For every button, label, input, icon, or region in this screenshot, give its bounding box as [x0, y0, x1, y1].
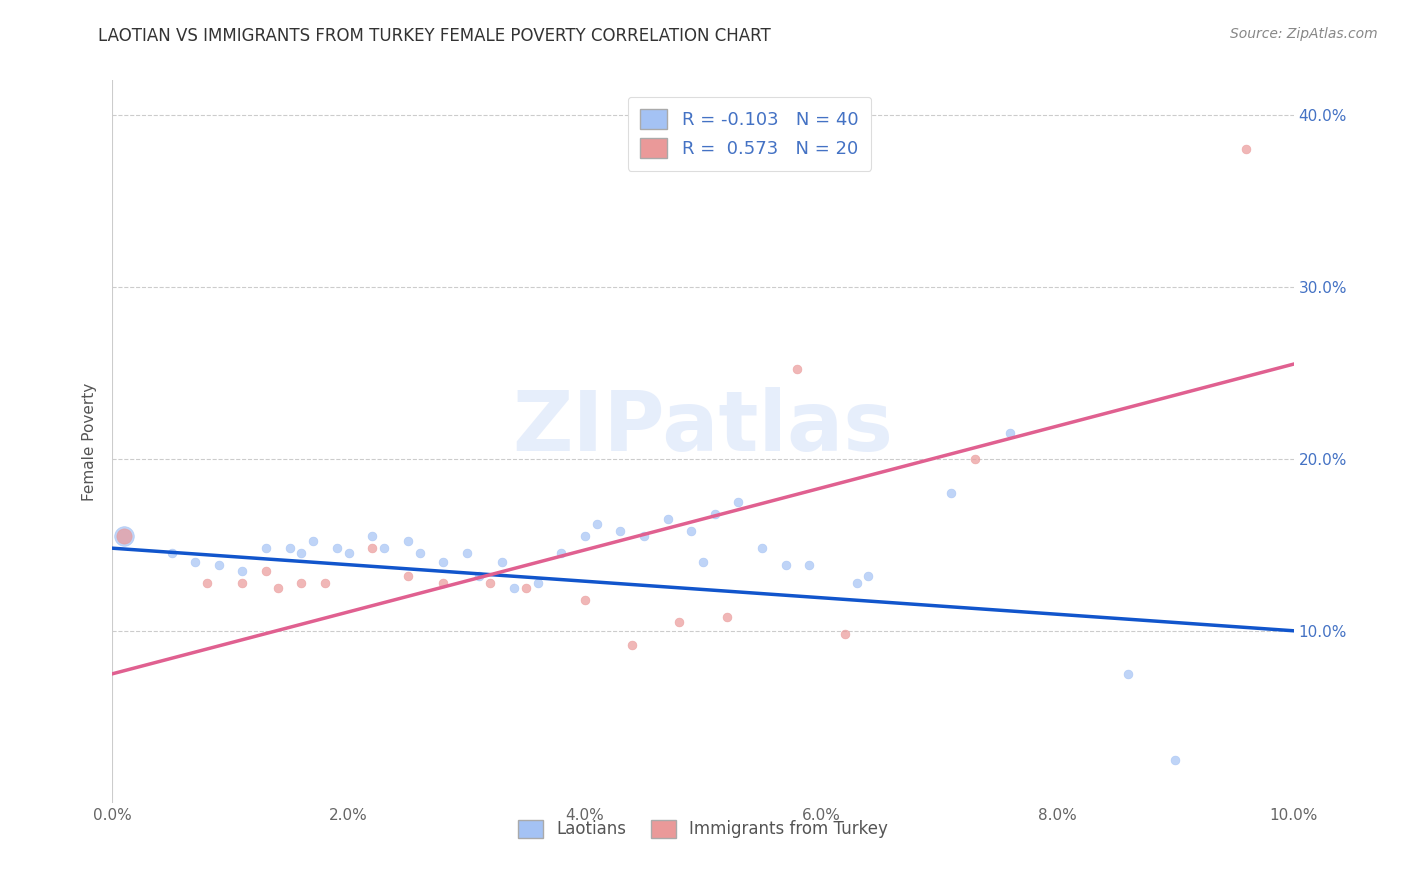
Point — [633, 529, 655, 543]
Point — [408, 546, 430, 560]
Point — [373, 541, 395, 556]
Point — [302, 534, 325, 549]
Text: LAOTIAN VS IMMIGRANTS FROM TURKEY FEMALE POVERTY CORRELATION CHART: LAOTIAN VS IMMIGRANTS FROM TURKEY FEMALE… — [98, 27, 770, 45]
Point — [751, 541, 773, 556]
Point — [834, 627, 856, 641]
Point — [491, 555, 513, 569]
Point — [1116, 666, 1139, 681]
Point — [160, 546, 183, 560]
Point — [585, 517, 607, 532]
Point — [727, 494, 749, 508]
Text: Source: ZipAtlas.com: Source: ZipAtlas.com — [1230, 27, 1378, 41]
Point — [775, 558, 797, 573]
Point — [845, 575, 868, 590]
Point — [1234, 142, 1257, 156]
Point — [290, 546, 312, 560]
Point — [396, 568, 419, 582]
Point — [432, 575, 454, 590]
Point — [939, 486, 962, 500]
Point — [1164, 753, 1187, 767]
Point — [799, 558, 821, 573]
Point — [467, 568, 489, 582]
Point — [456, 546, 478, 560]
Point — [290, 575, 312, 590]
Point — [858, 568, 880, 582]
Y-axis label: Female Poverty: Female Poverty — [82, 383, 97, 500]
Point — [621, 638, 644, 652]
Point — [361, 529, 384, 543]
Point — [716, 610, 738, 624]
Point — [361, 541, 384, 556]
Point — [337, 546, 360, 560]
Point — [254, 564, 277, 578]
Text: ZIPatlas: ZIPatlas — [513, 386, 893, 467]
Point — [786, 362, 808, 376]
Point — [195, 575, 218, 590]
Legend: Laotians, Immigrants from Turkey: Laotians, Immigrants from Turkey — [510, 813, 896, 845]
Point — [112, 529, 135, 543]
Point — [998, 425, 1021, 440]
Point — [609, 524, 631, 538]
Point — [657, 512, 679, 526]
Point — [963, 451, 986, 466]
Point — [692, 555, 714, 569]
Point — [278, 541, 301, 556]
Point — [479, 575, 502, 590]
Point — [267, 581, 290, 595]
Point — [326, 541, 349, 556]
Point — [681, 524, 703, 538]
Point — [515, 581, 537, 595]
Point — [550, 546, 572, 560]
Point — [574, 592, 596, 607]
Point — [432, 555, 454, 569]
Point — [112, 529, 135, 543]
Point — [668, 615, 690, 630]
Point — [208, 558, 231, 573]
Point — [231, 575, 253, 590]
Point — [254, 541, 277, 556]
Point — [703, 507, 725, 521]
Point — [396, 534, 419, 549]
Point — [526, 575, 548, 590]
Point — [314, 575, 336, 590]
Point — [574, 529, 596, 543]
Point — [184, 555, 207, 569]
Point — [231, 564, 253, 578]
Point — [503, 581, 526, 595]
